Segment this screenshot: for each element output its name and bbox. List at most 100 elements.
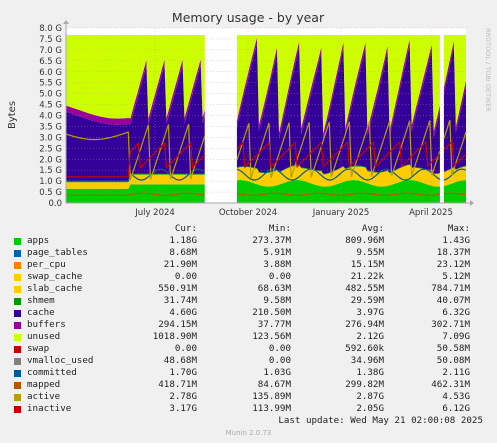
legend-series-name: page_tables bbox=[27, 247, 88, 258]
legend-avg: 592.60k bbox=[345, 343, 384, 354]
legend-cur: 0.00 bbox=[174, 271, 197, 282]
legend-series-name: vmalloc_used bbox=[27, 355, 94, 366]
legend-swatch bbox=[14, 334, 21, 341]
legend-avg: 15.15M bbox=[350, 259, 384, 270]
legend-series-name: active bbox=[27, 391, 61, 402]
legend-row-committed: committed 1.70G 1.03G 1.38G 2.11G bbox=[14, 367, 484, 379]
legend-swatch bbox=[14, 238, 21, 245]
y-tick-label: 4.0 G bbox=[39, 112, 62, 122]
legend-max: 1.43G bbox=[442, 235, 470, 246]
legend-min: 84.67M bbox=[257, 379, 291, 390]
area-unused bbox=[66, 35, 205, 119]
legend-cur: 1018.90M bbox=[152, 331, 197, 342]
legend-avg: 2.87G bbox=[356, 391, 384, 402]
legend-series-name: inactive bbox=[27, 403, 72, 414]
legend-avg: 29.59M bbox=[350, 295, 384, 306]
legend-avg: 2.12G bbox=[356, 331, 384, 342]
legend-max: 302.71M bbox=[431, 319, 470, 330]
legend-max: 23.12M bbox=[436, 259, 470, 270]
legend-avg: 9.55M bbox=[356, 247, 384, 258]
y-tick-label: 1.0 G bbox=[39, 177, 62, 187]
legend-min: 135.89M bbox=[252, 391, 291, 402]
legend-row-slab-cache: slab_cache 550.91M 68.63M 482.55M 784.71M bbox=[14, 283, 484, 295]
legend-min: 68.63M bbox=[257, 283, 291, 294]
y-tick-label: 8.0 G bbox=[39, 24, 62, 34]
legend-avg: 482.55M bbox=[345, 283, 384, 294]
y-tick-label: 7.0 G bbox=[39, 46, 62, 56]
x-axis-arrow bbox=[470, 200, 474, 206]
area-unused bbox=[236, 35, 440, 134]
legend-min: 1.03G bbox=[263, 367, 291, 378]
legend-max: 18.37M bbox=[436, 247, 470, 258]
legend-avg: 34.96M bbox=[350, 355, 384, 366]
legend-row-mapped: mapped 418.71M 84.67M 299.82M 462.31M bbox=[14, 379, 484, 391]
legend-series-name: buffers bbox=[27, 319, 66, 330]
y-tick-label: 7.5 G bbox=[39, 35, 62, 45]
legend-max: 462.31M bbox=[431, 379, 470, 390]
legend-header: Cur: Min: Avg: Max: bbox=[14, 223, 484, 235]
legend-cur: 294.15M bbox=[158, 319, 197, 330]
legend-cur: 3.17G bbox=[169, 403, 197, 414]
legend-avg: 299.82M bbox=[345, 379, 384, 390]
legend-max: 2.11G bbox=[442, 367, 470, 378]
legend-swatch bbox=[14, 358, 21, 365]
area-buffers bbox=[236, 37, 440, 140]
legend-swatch bbox=[14, 370, 21, 377]
line-mapped bbox=[66, 192, 467, 196]
legend-avg: 2.05G bbox=[356, 403, 384, 414]
legend-row-buffers: buffers 294.15M 37.77M 276.94M 302.71M bbox=[14, 319, 484, 331]
legend-avg: 3.97G bbox=[356, 307, 384, 318]
line-active bbox=[65, 119, 467, 181]
legend-min: 0.00 bbox=[268, 343, 291, 354]
y-tick-label: 1.5 G bbox=[39, 166, 62, 176]
area-unused bbox=[443, 35, 466, 127]
x-tick-label: January 2025 bbox=[312, 208, 370, 218]
legend-series-name: committed bbox=[27, 367, 77, 378]
legend-cur: 48.68M bbox=[163, 355, 197, 366]
x-tick-label: October 2024 bbox=[219, 208, 277, 218]
area-cache bbox=[236, 43, 440, 174]
legend-series-name: apps bbox=[27, 235, 50, 246]
legend-max: 50.08M bbox=[436, 355, 470, 366]
legend-swatch bbox=[14, 346, 21, 353]
legend-row-apps: apps 1.18G 273.37M 809.96M 1.43G bbox=[14, 235, 484, 247]
legend-max: 6.32G bbox=[442, 307, 470, 318]
legend-row-swap: swap 0.00 0.00 592.60k 50.58M bbox=[14, 343, 484, 355]
munin-version: Munin 2.0.73 bbox=[225, 429, 272, 437]
legend-swatch bbox=[14, 298, 21, 305]
area-shmem bbox=[443, 165, 466, 173]
legend-min: 37.77M bbox=[257, 319, 291, 330]
y-tick-label: 6.5 G bbox=[39, 57, 62, 67]
legend-row-cache: cache 4.60G 210.50M 3.97G 6.32G bbox=[14, 307, 484, 319]
legend-min: 0.00 bbox=[268, 271, 291, 282]
legend-min: 210.50M bbox=[252, 307, 291, 318]
x-tick-label: April 2025 bbox=[409, 208, 453, 218]
area-buffers bbox=[66, 58, 205, 125]
area-apps bbox=[443, 180, 466, 203]
axes: 0.00.5 G1.0 G1.5 G2.0 G2.5 G3.0 G3.5 G4.… bbox=[39, 20, 474, 218]
legend-min: 3.88M bbox=[263, 259, 291, 270]
legend-series-name: swap_cache bbox=[27, 271, 83, 282]
legend-swatch bbox=[14, 250, 21, 257]
legend-col-max: Max: bbox=[447, 223, 470, 234]
legend-min: 0.00 bbox=[268, 355, 291, 366]
legend-row-swap-cache: swap_cache 0.00 0.00 21.22k 5.12M bbox=[14, 271, 484, 283]
legend-max: 5.12M bbox=[442, 271, 470, 282]
y-tick-label: 5.5 G bbox=[39, 79, 62, 89]
legend-series-name: cache bbox=[27, 307, 55, 318]
area-slab bbox=[443, 166, 466, 186]
y-tick-label: 4.5 G bbox=[39, 101, 62, 111]
legend-row-inactive: inactive 3.17G 113.99M 2.05G 6.12G bbox=[14, 403, 484, 415]
legend-swatch bbox=[14, 382, 21, 389]
area-cache bbox=[443, 46, 466, 172]
y-tick-label: 5.0 G bbox=[39, 90, 62, 100]
legend-row-vmalloc-used: vmalloc_used 48.68M 0.00 34.96M 50.08M bbox=[14, 355, 484, 367]
legend-swatch bbox=[14, 394, 21, 401]
legend-max: 7.09G bbox=[442, 331, 470, 342]
legend-cur: 4.60G bbox=[169, 307, 197, 318]
y-tick-label: 6.0 G bbox=[39, 68, 62, 78]
plot-area bbox=[65, 35, 467, 203]
legend-cur: 8.68M bbox=[169, 247, 197, 258]
y-tick-label: 3.5 G bbox=[39, 122, 62, 132]
y-axis-arrow bbox=[63, 20, 69, 24]
